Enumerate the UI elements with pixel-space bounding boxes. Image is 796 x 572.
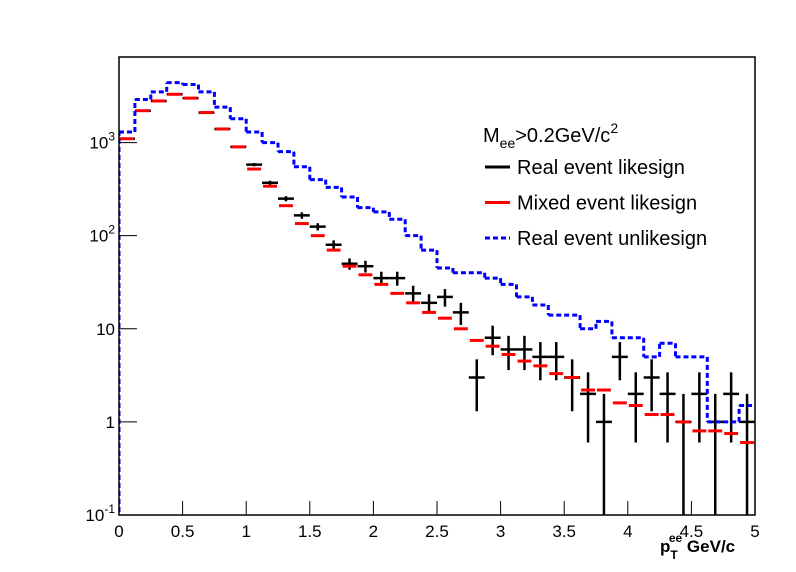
y-tick-exponent: -1 (104, 502, 115, 516)
legend-label: Mixed event likesign (517, 193, 697, 215)
y-tick-label: 103 (89, 130, 115, 153)
x-label-sub: T (670, 548, 678, 562)
plot-area (119, 81, 755, 515)
y-tick-base: 1 (106, 413, 115, 432)
x-tick-label: 1 (241, 522, 250, 541)
y-tick-label: 102 (89, 223, 115, 246)
annotation-text: M (483, 125, 500, 147)
x-label-rest: GeV/c (682, 537, 735, 556)
x-tick-label: 0 (114, 522, 123, 541)
legend-label: Real event unlikesign (517, 228, 707, 250)
y-tick-label: 1 (106, 413, 115, 432)
annotation-sub: ee (500, 135, 516, 151)
y-tick-label: 10-1 (85, 502, 115, 525)
y-tick-exponent: 2 (108, 223, 115, 237)
x-tick-label: 3 (496, 522, 505, 541)
legend-label: Real event likesign (517, 157, 685, 179)
x-tick-label: 2.5 (425, 522, 449, 541)
y-tick-base: 10 (85, 506, 104, 525)
y-tick-base: 10 (96, 320, 115, 339)
x-tick-label: 2 (369, 522, 378, 541)
x-label-base: p (660, 537, 670, 556)
x-tick-label: 3.5 (552, 522, 576, 541)
annotation-sup: 2 (610, 120, 618, 136)
x-tick-label: 1.5 (298, 522, 322, 541)
y-tick-base: 10 (89, 134, 108, 153)
x-tick-label: 5 (750, 522, 759, 541)
x-label-sup: ee (669, 531, 683, 545)
annotation-rest: >0.2GeV/c (515, 125, 610, 147)
y-tick-label: 10 (96, 320, 115, 339)
x-axis-label: pTee GeV/c (660, 531, 735, 562)
x-tick-label: 0.5 (171, 522, 195, 541)
x-tick-label: 4.5 (680, 522, 704, 541)
y-tick-base: 10 (89, 227, 108, 246)
x-tick-label: 4 (623, 522, 632, 541)
annotation: Mee>0.2GeV/c2 (483, 120, 618, 151)
y-tick-exponent: 3 (108, 130, 115, 144)
